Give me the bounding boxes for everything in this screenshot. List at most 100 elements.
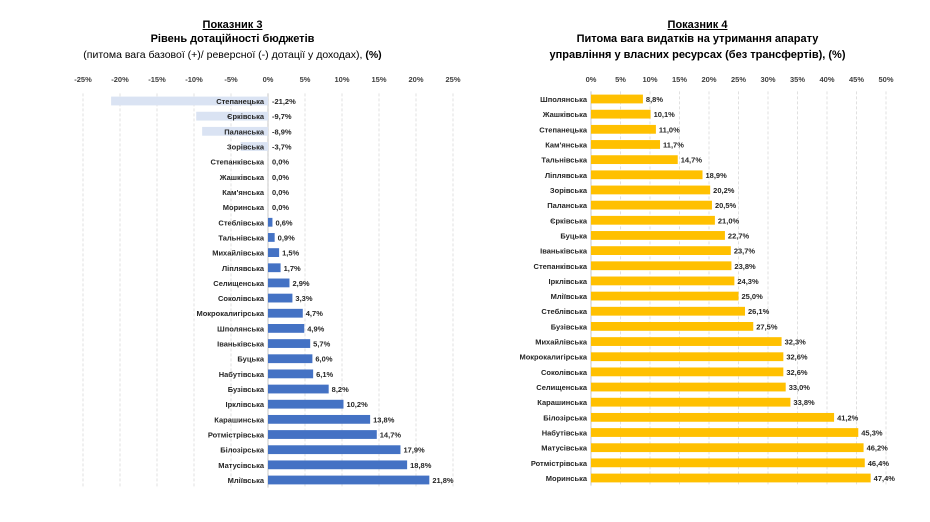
x-tick-label: 25%	[731, 75, 746, 84]
chart-title: Показник 4	[667, 19, 728, 31]
category-label: Карашинська	[537, 398, 588, 407]
bar-24	[268, 460, 408, 470]
category-label: Селищенська	[213, 279, 265, 288]
bar-1	[591, 109, 651, 119]
category-label: Степанківська	[534, 262, 588, 271]
category-label: Михайлівська	[212, 249, 265, 258]
x-tick-label: 20%	[408, 75, 423, 84]
category-label: Мліївська	[228, 476, 265, 485]
category-label: Набутівська	[219, 370, 265, 379]
data-label: 26,1%	[748, 307, 770, 316]
bar-15	[268, 324, 305, 333]
data-label: 32,6%	[786, 368, 808, 377]
x-tick-label: 20%	[701, 75, 716, 84]
category-label: Буцька	[560, 231, 587, 240]
bar-8	[591, 215, 715, 225]
category-label: Тальнівська	[218, 233, 265, 242]
bar-16	[268, 339, 311, 348]
data-label: 8,2%	[332, 385, 349, 394]
category-label: Стеблівська	[218, 218, 264, 227]
x-tick-label: 45%	[849, 75, 864, 84]
data-label: 4,9%	[307, 324, 324, 333]
category-label: Мокрокалигірська	[196, 309, 264, 318]
data-label: 33,0%	[789, 383, 811, 392]
bar-6	[591, 185, 711, 195]
data-label: 18,8%	[410, 461, 432, 470]
category-label: Іваньківська	[217, 340, 265, 349]
data-label: 1,5%	[282, 249, 299, 258]
category-label: Паланська	[547, 201, 588, 210]
data-label: 45,3%	[861, 429, 883, 438]
bar-25	[268, 475, 430, 485]
data-label: 0,0%	[272, 158, 289, 167]
data-label: 14,7%	[380, 431, 402, 440]
data-label: 1,7%	[284, 264, 301, 273]
bar-24	[591, 458, 865, 468]
data-label: 24,3%	[737, 277, 759, 286]
category-label: Зорівська	[227, 142, 265, 151]
x-tick-label: 0%	[586, 75, 597, 84]
x-tick-label: -20%	[111, 75, 129, 84]
data-label: 0,0%	[272, 173, 289, 182]
data-label: 13,8%	[373, 415, 395, 424]
data-label: -21,2%	[272, 97, 296, 106]
x-tick-label: 35%	[790, 75, 805, 84]
bar-7	[591, 200, 712, 210]
category-label: Жашківська	[219, 173, 265, 182]
x-tick-label: 15%	[371, 75, 386, 84]
chart-subtitle-2: управління у власних ресурсах (без транс…	[549, 49, 846, 61]
category-label: Паланська	[224, 127, 265, 136]
category-label: Єрківська	[227, 112, 265, 121]
data-label: 23,8%	[734, 262, 756, 271]
chart-dotation-level: Показник 3 Рівень дотаційності бюджетів …	[74, 19, 461, 488]
category-label: Степанецька	[539, 125, 588, 134]
category-label: Мліївська	[551, 292, 588, 301]
bar-0	[591, 94, 643, 104]
bar-14	[591, 306, 745, 316]
bar-11	[591, 261, 732, 271]
category-label: Мокрокалигірська	[519, 353, 587, 362]
category-label: Ліплявська	[545, 171, 588, 180]
data-label: 20,2%	[713, 186, 735, 195]
bar-0	[111, 96, 269, 106]
data-label: 21,0%	[718, 216, 740, 225]
chart-subtitle: Рівень дотаційності бюджетів	[150, 33, 315, 45]
category-label: Білозірська	[220, 446, 265, 455]
bar-2	[202, 126, 268, 136]
bar-20	[268, 399, 344, 409]
chart-title: Показник 3	[202, 19, 263, 31]
x-tick-label: 40%	[819, 75, 834, 84]
data-label: -9,7%	[272, 112, 292, 121]
bar-11	[268, 263, 281, 273]
category-label: Матусівська	[541, 444, 588, 453]
category-label: Соколівська	[218, 294, 265, 303]
chart-note-text: (питома вага базової (+)/ реверсної (-) …	[83, 49, 363, 61]
bar-13	[591, 291, 739, 301]
data-label: 27,5%	[756, 322, 778, 331]
bar-12	[268, 278, 290, 288]
category-label: Кам'янська	[222, 188, 265, 197]
category-label: Моринська	[223, 203, 265, 212]
bar-9	[591, 231, 725, 240]
data-label: 0,6%	[275, 218, 292, 227]
bar-5	[591, 170, 703, 180]
data-label: 46,2%	[867, 444, 889, 453]
category-label: Моринська	[546, 474, 588, 483]
bar-3	[240, 142, 268, 151]
category-label: Жашківська	[542, 110, 588, 119]
bar-4	[591, 155, 678, 165]
bar-19	[268, 384, 329, 394]
data-label: 4,7%	[306, 309, 323, 318]
category-label: Степанківська	[211, 158, 265, 167]
category-label: Ротмістрівська	[208, 431, 265, 440]
bar-17	[268, 354, 313, 364]
data-label: 33,8%	[793, 398, 815, 407]
chart-plot-left: -25% -20% -15% -10% -5% 0% 5% 10% 15% 20% 25% Степа…	[74, 75, 461, 488]
x-tick-label: -10%	[185, 75, 203, 84]
data-label: 21,8%	[432, 476, 454, 485]
bar-8	[268, 217, 273, 227]
bar-2	[591, 124, 656, 134]
x-tick-label: 5%	[615, 75, 626, 84]
data-label: 8,8%	[646, 95, 663, 104]
category-label: Шполянська	[540, 95, 588, 104]
